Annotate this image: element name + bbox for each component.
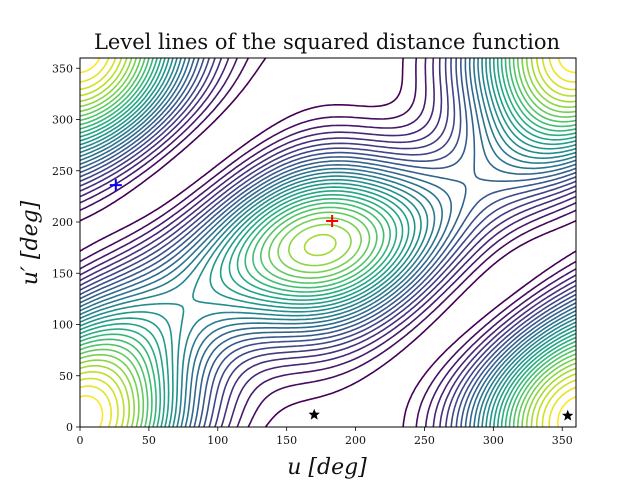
x-tick-label: 0 (77, 434, 84, 447)
contour-lines (80, 58, 576, 427)
contour-level (80, 58, 576, 427)
x-tick-label: 300 (483, 434, 504, 447)
contour-level (80, 58, 576, 427)
contour-level (80, 58, 576, 427)
markers (109, 179, 574, 421)
x-tick-label: 350 (552, 434, 573, 447)
contour-level (80, 58, 576, 427)
star-marker (308, 408, 320, 420)
x-tick-label: 250 (414, 434, 435, 447)
contour-level (80, 58, 576, 427)
y-tick-label: 50 (59, 370, 73, 383)
contour-level (80, 58, 576, 427)
x-tick-label: 200 (345, 434, 366, 447)
x-tick-label: 150 (276, 434, 297, 447)
y-axis-label: u′ [deg] (18, 200, 43, 285)
plus-marker (326, 214, 339, 227)
chart-title: Level lines of the squared distance func… (94, 30, 560, 54)
star-marker (562, 409, 574, 421)
contour-level (80, 58, 576, 427)
x-axis-label: u [deg] (287, 455, 367, 480)
plus-marker (109, 179, 122, 192)
y-tick-label: 200 (52, 216, 73, 229)
y-tick-label: 150 (52, 267, 73, 280)
contour-level (80, 58, 576, 427)
contour-level (80, 58, 576, 427)
y-tick-label: 300 (52, 114, 73, 127)
y-tick-label: 100 (52, 319, 73, 332)
plot-frame (79, 57, 577, 428)
y-axis-ticks: 0 50 100 150 200 250 300 350 (52, 62, 80, 434)
contour-level (80, 58, 576, 427)
y-tick-label: 250 (52, 165, 73, 178)
contour-level (80, 58, 576, 427)
contour-level (80, 58, 576, 427)
x-axis-ticks: 0 50 100 150 200 250 300 350 (77, 427, 573, 447)
contour-level (80, 58, 576, 427)
contour-level (80, 58, 576, 427)
contour-level (80, 58, 576, 427)
x-tick-label: 50 (142, 434, 156, 447)
contour-level (80, 58, 576, 427)
contour-level (80, 58, 576, 427)
contour-level (80, 58, 576, 427)
contour-level (80, 58, 576, 427)
contour-level (80, 58, 576, 427)
contour-level (80, 58, 576, 427)
y-tick-label: 0 (66, 421, 73, 434)
contour-level (80, 58, 576, 427)
y-tick-label: 350 (52, 62, 73, 75)
contour-level (80, 58, 576, 427)
contour-level (80, 58, 576, 427)
contour-level (80, 58, 576, 427)
contour-level (80, 58, 576, 427)
x-tick-label: 100 (207, 434, 228, 447)
